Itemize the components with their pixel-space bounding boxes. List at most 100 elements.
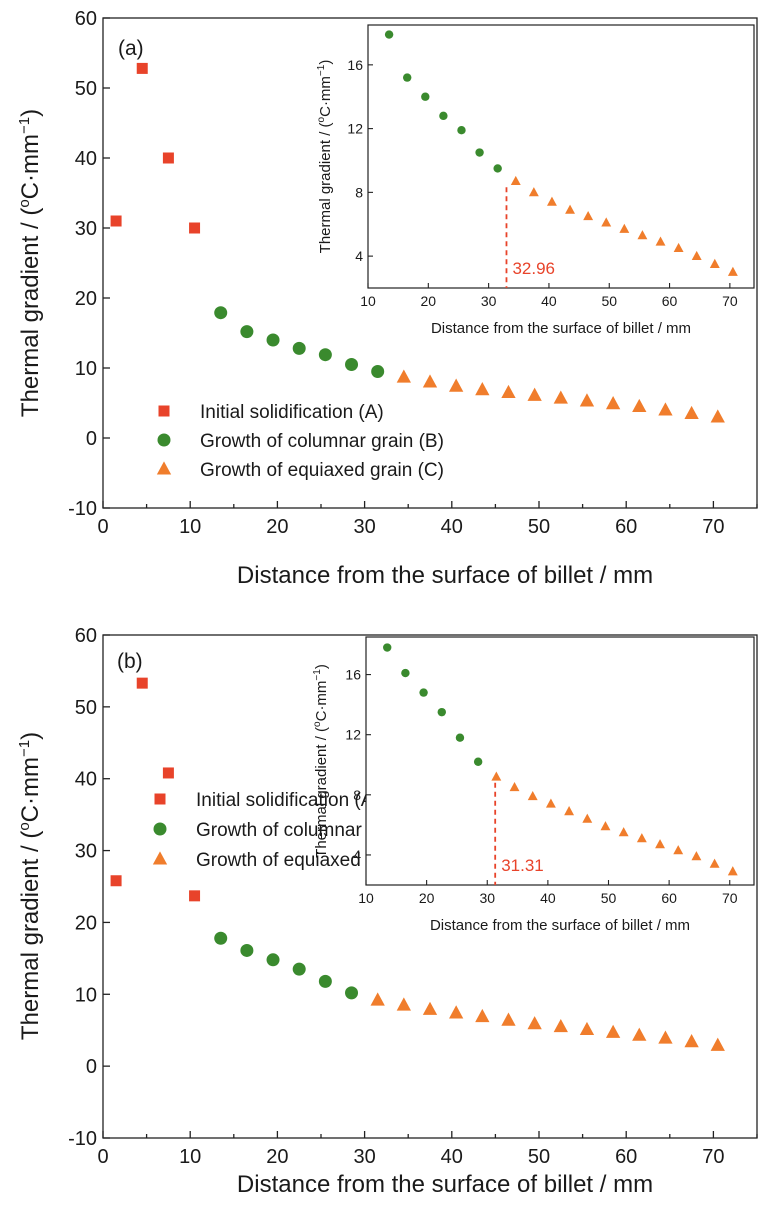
x-tick-label: 20 (266, 1146, 288, 1168)
data-point (422, 1001, 438, 1015)
y-tick-label: 10 (75, 358, 97, 380)
panel-label: (a) (118, 37, 144, 60)
y-tick-label: 50 (75, 78, 97, 100)
data-point (292, 962, 306, 976)
inset-data-point (439, 111, 448, 121)
inset-data-point (473, 757, 483, 766)
y-tick-label: 0 (86, 1056, 97, 1078)
data-point (710, 1037, 725, 1051)
inset-data-point (419, 688, 428, 697)
x-axis-label: Distance from the surface of billet / mm (237, 1171, 653, 1198)
inset-x-tick-label: 50 (601, 293, 617, 309)
series-B (214, 306, 385, 378)
inset-y-axis-label: Thermal gradient / (oC·mm−1) (316, 60, 334, 254)
data-point (553, 390, 568, 404)
inset-data-point (691, 250, 702, 260)
inset-y-tick-label: 16 (347, 57, 363, 73)
inset-frame (365, 636, 755, 886)
y-axis-label-part: Thermal gradient / ( (17, 831, 44, 1040)
y-tick-label: 20 (75, 912, 97, 934)
inset-data-point (383, 643, 392, 652)
inset-y-axis-label: Thermal gradient / (oC·mm−1) (312, 664, 330, 858)
inset-y-axis-label-part: Thermal gradient / ( (313, 727, 330, 858)
data-point (396, 369, 411, 383)
inset-y-tick-label: 12 (347, 121, 363, 137)
data-point (710, 409, 725, 423)
inset-data-point (528, 187, 539, 197)
data-point (266, 333, 280, 347)
data-point (214, 306, 228, 320)
legend-marker (154, 793, 166, 805)
data-point (214, 931, 228, 945)
inset-x-tick-label: 70 (722, 293, 738, 309)
data-point (189, 222, 201, 234)
x-tick-label: 20 (266, 516, 288, 538)
data-point (189, 890, 201, 902)
inset-x-tick-label: 40 (541, 293, 557, 309)
inset-data-point (455, 733, 465, 742)
inset-data-point (475, 148, 484, 157)
data-point (501, 1012, 516, 1026)
y-axis-label-part: −1 (16, 740, 33, 757)
annotation-label: 31.31 (501, 856, 544, 875)
series-B (214, 931, 359, 1000)
y-tick-label: -10 (68, 498, 97, 520)
inset-data-point (637, 230, 648, 240)
inset-data-point (655, 236, 666, 246)
y-tick-label: 60 (75, 8, 97, 30)
x-tick-label: 50 (528, 1146, 550, 1168)
series-C (370, 992, 725, 1051)
data-point (110, 215, 122, 227)
x-tick-label: 10 (179, 1146, 201, 1168)
inset-y-axis-label-part: ) (313, 664, 330, 669)
data-point (370, 992, 385, 1006)
data-point (449, 378, 464, 392)
inset-series-B (383, 643, 483, 766)
inset-data-point (727, 266, 738, 276)
x-tick-label: 10 (179, 516, 201, 538)
inset-data-point (709, 858, 720, 868)
legend-marker (152, 851, 168, 865)
data-point (658, 1030, 673, 1044)
y-tick-label: -10 (68, 1128, 97, 1150)
plot-frame (102, 17, 758, 509)
y-tick-label: 40 (75, 769, 97, 791)
inset-data-point (673, 845, 684, 855)
data-point (318, 348, 332, 362)
y-tick-label: 40 (75, 148, 97, 170)
inset-data-point (509, 782, 520, 792)
inset-y-tick-label: 12 (345, 727, 361, 743)
y-axis-label-part: C·mm (17, 134, 44, 199)
inset-data-point (727, 866, 738, 876)
inset-x-tick-label: 70 (722, 890, 738, 906)
inset-y-tick-label: 8 (353, 787, 361, 803)
y-axis-label-part: o (16, 822, 33, 830)
data-point (632, 1027, 647, 1041)
plot-frame (102, 634, 758, 1139)
data-point (396, 997, 411, 1011)
legend-marker (153, 822, 167, 836)
series-A (110, 677, 201, 902)
x-tick-label: 40 (441, 1146, 463, 1168)
y-tick-label: 60 (75, 625, 97, 647)
data-point (449, 1005, 464, 1019)
inset-x-axis-label: Distance from the surface of billet / mm (431, 320, 691, 337)
inset-y-tick-label: 8 (355, 184, 363, 200)
inset-data-point (582, 813, 593, 823)
x-tick-label: 50 (528, 516, 550, 538)
panel-label: (b) (117, 650, 143, 673)
y-axis-label-part: ) (17, 732, 44, 740)
data-point (579, 393, 595, 407)
inset-frame (367, 24, 755, 289)
y-axis-label-part: C·mm (17, 757, 44, 822)
x-tick-label: 30 (353, 516, 375, 538)
data-point (422, 374, 438, 388)
inset-data-point (437, 707, 446, 717)
inset-y-tick-label: 16 (345, 667, 361, 683)
y-axis-label-part: Thermal gradient / ( (17, 208, 44, 417)
legend-label: Growth of equiaxed grain (C) (200, 460, 444, 481)
y-tick-label: 30 (75, 841, 97, 863)
inset-data-point (673, 242, 684, 252)
